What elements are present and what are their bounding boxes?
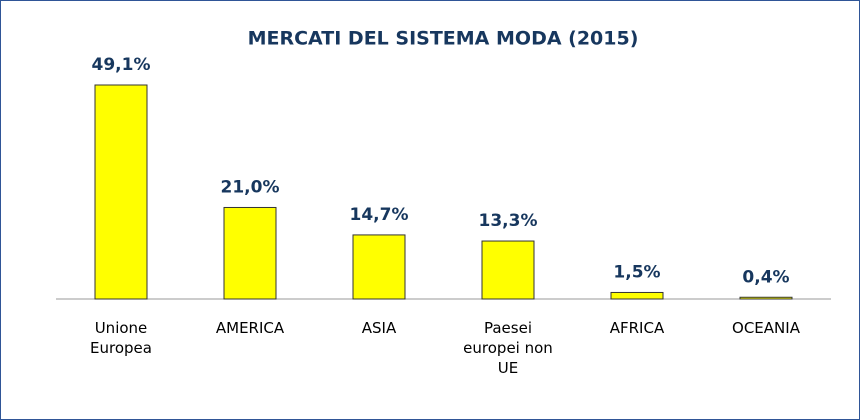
chart-title: MERCATI DEL SISTEMA MODA (2015) bbox=[248, 28, 639, 50]
bar bbox=[739, 296, 793, 300]
bar bbox=[352, 234, 406, 300]
category-label: ASIA bbox=[361, 319, 397, 337]
bar bbox=[481, 240, 535, 300]
bar bbox=[610, 291, 664, 300]
category-label: AMERICA bbox=[215, 319, 285, 337]
data-label: 0,4% bbox=[742, 267, 789, 287]
bar bbox=[223, 206, 277, 300]
data-label: 14,7% bbox=[350, 205, 409, 225]
data-label: 13,3% bbox=[479, 211, 538, 231]
bar bbox=[94, 84, 148, 300]
data-label: 21,0% bbox=[221, 177, 280, 197]
data-label: 1,5% bbox=[613, 262, 660, 282]
category-label: OCEANIA bbox=[732, 319, 800, 337]
category-label: Paesei europei non UE bbox=[463, 319, 553, 377]
category-label: Unione Europea bbox=[90, 319, 152, 357]
category-label: AFRICA bbox=[609, 319, 665, 337]
data-label: 49,1% bbox=[92, 55, 151, 75]
